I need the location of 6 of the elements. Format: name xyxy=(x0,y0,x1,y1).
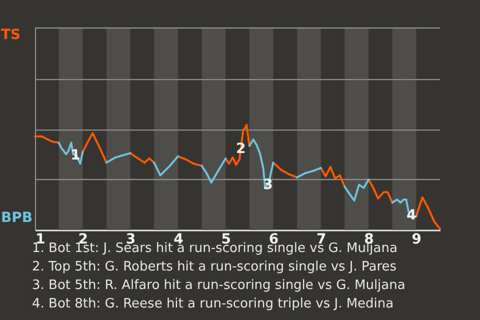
x-tick-label: 9 xyxy=(412,232,422,248)
text: 4. Bot 8th: G. Reese hit a run-scoring triple vs J. Medina xyxy=(32,296,394,312)
text: 2. Top 5th: G. Roberts hit a run-scoring single vs J. Pares xyxy=(32,260,397,274)
text: BPB xyxy=(1,210,33,226)
text: TS xyxy=(1,27,21,43)
text: 3. Bot 5th: R. Alfaro hit a run-scoring single vs G. Muljana xyxy=(32,278,406,293)
